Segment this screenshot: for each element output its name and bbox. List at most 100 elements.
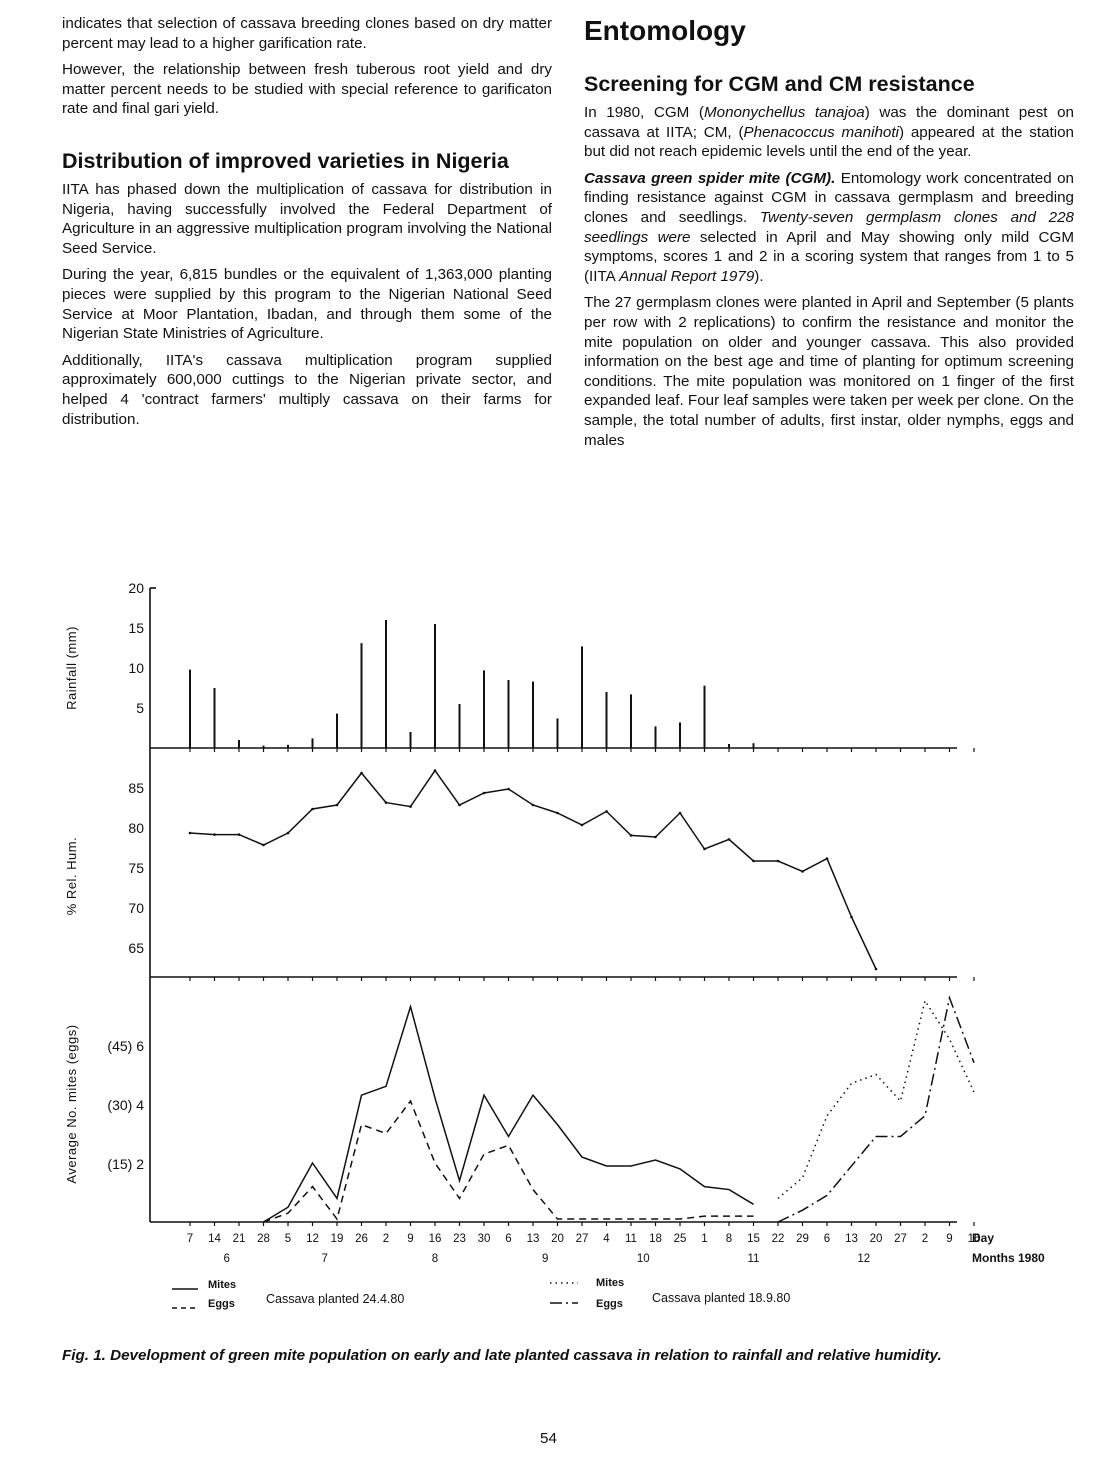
humidity-point <box>654 835 657 839</box>
humidity-point <box>605 810 608 813</box>
day-tick-label: 23 <box>453 1233 466 1245</box>
day-axis-label: Day <box>972 1231 994 1245</box>
humidity-axis-title: % Rel. Hum. <box>64 837 79 915</box>
humidity-point <box>580 823 584 827</box>
humidity-point <box>850 915 853 919</box>
humidity-point <box>311 807 314 811</box>
day-tick-label: 6 <box>505 1233 511 1245</box>
day-tick-label: 8 <box>726 1233 732 1245</box>
humidity-point <box>335 803 339 807</box>
day-tick-label: 11 <box>625 1233 637 1245</box>
humidity-line <box>189 769 877 970</box>
rainfall-tick-label: 10 <box>128 660 144 676</box>
paragraph-germplasm: The 27 germplasm clones were planted in … <box>584 294 1074 449</box>
legend-early-mites: Mites <box>208 1279 236 1291</box>
humidity-tick-label: 85 <box>128 780 144 796</box>
mites-axis-title: Average No. mites (eggs) <box>64 1024 79 1183</box>
humidity-point <box>801 870 804 873</box>
humidity-point <box>776 859 780 863</box>
day-tick-label: 6 <box>824 1233 830 1245</box>
series-line-eggs-dash-dot <box>777 995 975 1223</box>
humidity-point <box>188 831 192 835</box>
day-tick-label: 19 <box>331 1233 344 1245</box>
month-tick-label: 12 <box>857 1253 870 1265</box>
humidity-tick-label: 80 <box>128 820 144 836</box>
humidity-point <box>825 857 829 860</box>
rainfall-tick-label: 15 <box>128 620 144 636</box>
day-tick-label: 16 <box>429 1233 442 1245</box>
series-line-eggs-dashed <box>263 1099 754 1223</box>
day-tick-label: 9 <box>407 1233 413 1245</box>
humidity-point <box>262 843 265 847</box>
humidity-point <box>482 791 486 795</box>
day-tick-label: 12 <box>306 1233 319 1245</box>
legend-late-eggs: Eggs <box>596 1298 623 1310</box>
day-tick-label: 28 <box>257 1233 270 1245</box>
month-tick-label: 9 <box>542 1253 548 1265</box>
series-line-mites-dotted <box>777 998 975 1199</box>
legend-early-planting: Cassava planted 24.4.80 <box>266 1292 404 1306</box>
day-tick-label: 13 <box>527 1233 540 1245</box>
humidity-point <box>213 833 216 836</box>
humidity-point <box>433 769 437 772</box>
humidity-point <box>531 803 535 807</box>
humidity-point <box>703 847 706 851</box>
right-column: Entomology Screening for CGM and CM resi… <box>584 14 1074 457</box>
section-title: Entomology <box>584 15 746 46</box>
months-axis-label: Months 1980 <box>972 1251 1045 1265</box>
paragraph-garification: indicates that selection of cassava bree… <box>62 15 552 52</box>
day-tick-label: 25 <box>674 1233 687 1245</box>
humidity-point <box>727 838 731 841</box>
month-tick-label: 7 <box>322 1253 328 1265</box>
paragraph-multiplication: IITA has phased down the multiplication … <box>62 180 552 257</box>
day-tick-label: 20 <box>870 1233 883 1245</box>
day-tick-label: 13 <box>845 1233 858 1245</box>
day-tick-label: 29 <box>796 1233 809 1245</box>
page-number: 54 <box>540 1430 557 1447</box>
legend-late-planting: Cassava planted 18.9.80 <box>652 1291 790 1305</box>
month-tick-label: 6 <box>224 1253 230 1265</box>
humidity-tick-label: 65 <box>128 940 144 956</box>
heading-distribution: Distribution of improved varieties in Ni… <box>62 148 509 173</box>
day-tick-label: 27 <box>894 1233 907 1245</box>
day-tick-label: 26 <box>355 1233 368 1245</box>
day-tick-label: 21 <box>233 1233 246 1245</box>
month-tick-label: 10 <box>637 1253 650 1265</box>
day-tick-label: 14 <box>208 1233 221 1245</box>
paragraph-green-spider-mite: Cassava green spider mite (CGM). Entomol… <box>584 169 1074 285</box>
humidity-point <box>629 834 633 837</box>
humidity-tick-label: 70 <box>128 900 144 916</box>
month-tick-label: 8 <box>432 1253 438 1265</box>
rainfall-tick-label: 5 <box>136 700 144 716</box>
paragraph-dry-matter: However, the relationship between fresh … <box>62 61 552 118</box>
humidity-point <box>752 859 755 863</box>
figure-mite-population: Rainfall (mm) % Rel. Hum. Average No. mi… <box>64 580 1045 1310</box>
legend-late-mites: Mites <box>596 1277 624 1289</box>
day-tick-label: 4 <box>603 1233 610 1245</box>
rainfall-axis-title: Rainfall (mm) <box>64 626 79 710</box>
rainfall-tick-label: 20 <box>128 580 144 596</box>
day-tick-label: 7 <box>187 1233 193 1245</box>
day-tick-label: 16 <box>968 1233 981 1245</box>
day-tick-label: 1 <box>701 1233 707 1245</box>
day-tick-label: 2 <box>922 1233 928 1245</box>
humidity-point <box>458 803 461 807</box>
figure-caption: Fig. 1. Development of green mite popula… <box>62 1347 942 1364</box>
humidity-tick-label: 75 <box>128 860 144 876</box>
humidity-point <box>237 833 241 836</box>
day-tick-label: 27 <box>576 1233 589 1245</box>
paragraph-cuttings: Additionally, IITA's cassava multiplicat… <box>62 351 552 428</box>
humidity-point <box>360 771 363 775</box>
humidity-point <box>556 811 559 815</box>
day-tick-label: 20 <box>551 1233 564 1245</box>
legend-early-eggs: Eggs <box>208 1298 235 1310</box>
subheading-screening: Screening for CGM and CM resistance <box>584 72 975 96</box>
humidity-point <box>409 805 412 808</box>
day-tick-label: 2 <box>383 1233 389 1245</box>
mites-tick-label: (15) 2 <box>107 1156 144 1172</box>
left-column: indicates that selection of cassava bree… <box>62 14 552 436</box>
day-tick-label: 9 <box>946 1233 952 1245</box>
day-tick-label: 30 <box>478 1233 491 1245</box>
day-tick-label: 15 <box>747 1233 760 1245</box>
mites-tick-label: (30) 4 <box>107 1097 144 1113</box>
